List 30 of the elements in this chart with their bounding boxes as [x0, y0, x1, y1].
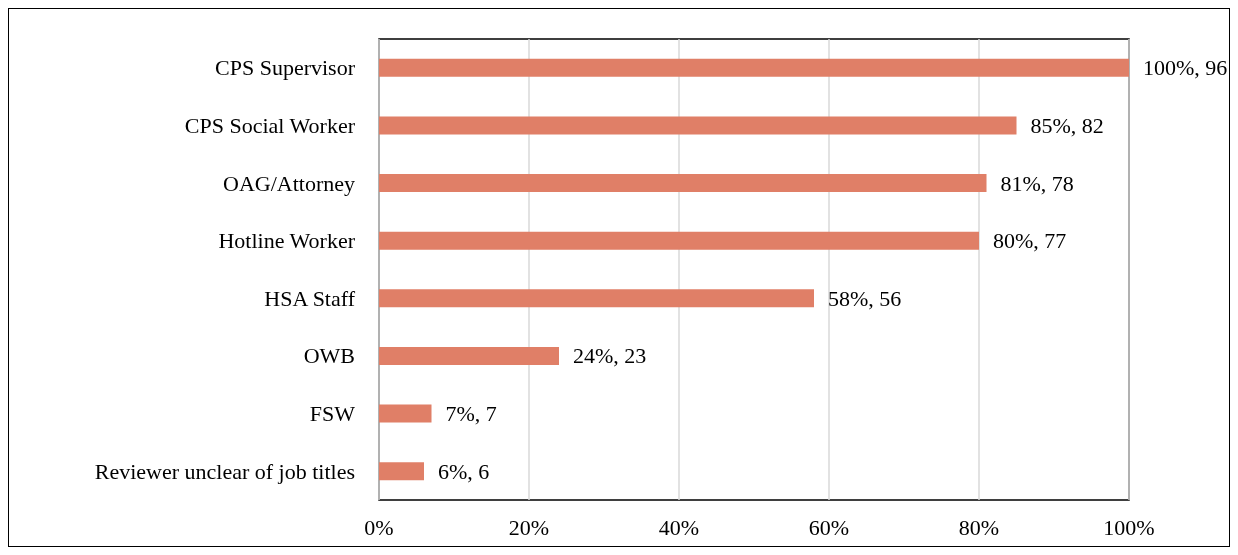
bar [379, 404, 432, 423]
data-label: 58%, 56 [828, 285, 902, 311]
bar [379, 116, 1017, 135]
y-tick-label: Hotline Worker [218, 228, 356, 254]
bar [379, 462, 424, 481]
y-tick-label: HSA Staff [264, 285, 356, 311]
x-tick-label: 20% [508, 514, 550, 540]
x-tick-label: 80% [958, 514, 1000, 540]
data-label: 24%, 23 [573, 343, 647, 369]
data-label: 100%, 96 [1143, 55, 1228, 81]
bar [379, 289, 814, 308]
y-tick-label: CPS Social Worker [184, 112, 356, 138]
bar [379, 58, 1129, 77]
y-tick-label: CPS Supervisor [215, 55, 356, 81]
y-tick-label: OWB [303, 343, 355, 369]
data-label: 80%, 77 [993, 228, 1067, 254]
x-tick-label: 100% [1103, 514, 1155, 540]
x-tick-label: 0% [364, 514, 394, 540]
x-tick-label: 40% [658, 514, 700, 540]
data-label: 7%, 7 [445, 401, 497, 427]
data-label: 81%, 78 [1000, 170, 1074, 196]
x-tick-label: 60% [808, 514, 850, 540]
bar [379, 174, 987, 193]
y-tick-label: OAG/Attorney [223, 170, 355, 196]
bar [379, 231, 979, 250]
y-tick-label: FSW [309, 401, 356, 427]
data-label: 6%, 6 [438, 458, 490, 484]
bar [379, 346, 559, 365]
data-label: 85%, 82 [1030, 112, 1104, 138]
y-tick-label: Reviewer unclear of job titles [94, 458, 355, 484]
